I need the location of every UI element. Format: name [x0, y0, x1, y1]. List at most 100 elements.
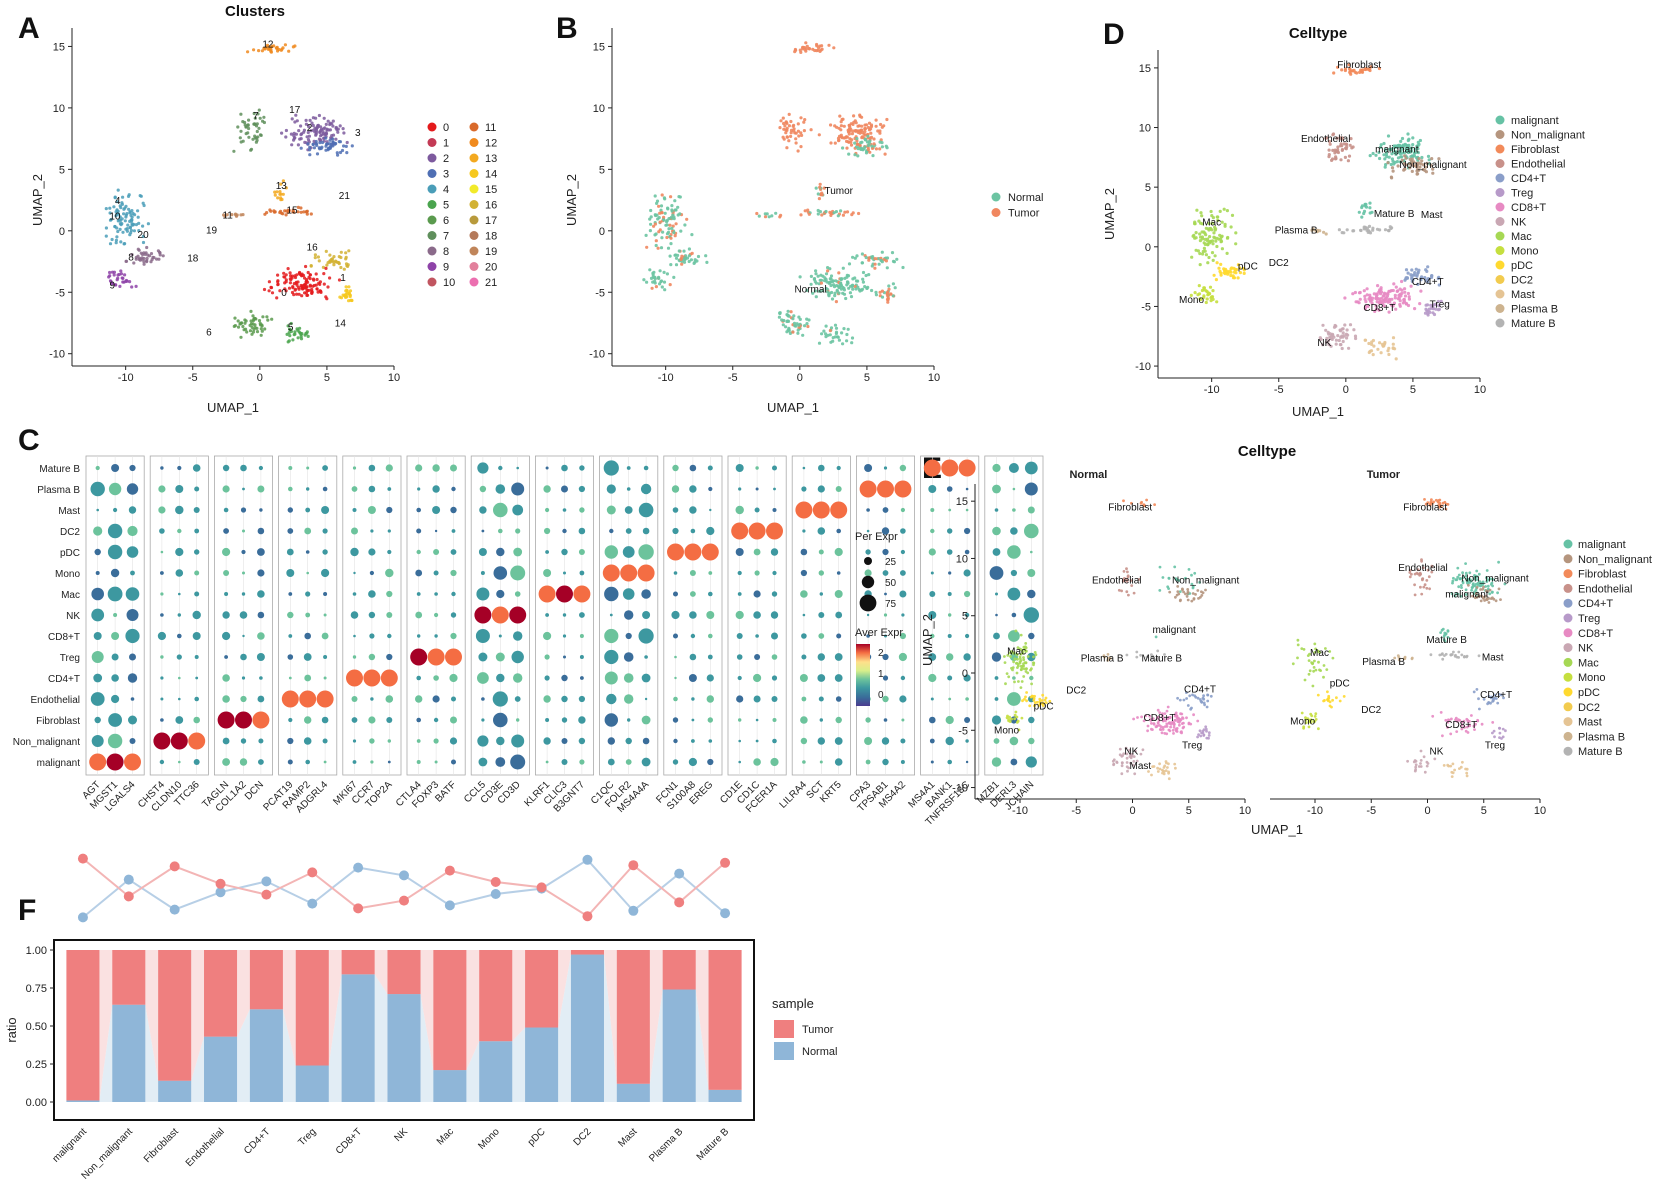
e-cell-point [1017, 728, 1021, 732]
e-cell-point [1172, 722, 1176, 726]
d-cell-point [1410, 277, 1414, 281]
e-cell-point [1024, 642, 1028, 645]
b-cell-point [667, 227, 671, 231]
e-cell-point [1014, 629, 1018, 633]
d-cell-point [1368, 206, 1372, 210]
b-cell-point [660, 211, 664, 215]
e-cell-point [1414, 759, 1418, 763]
c-dot [160, 571, 164, 575]
b-cell-point [818, 182, 822, 186]
a-cell-point [127, 207, 131, 211]
c-dot [158, 506, 166, 514]
c-dot [800, 569, 808, 577]
a-cell-point [309, 264, 313, 268]
b-cell-point [793, 324, 797, 328]
c-dot [160, 613, 164, 617]
b-cell-point [849, 295, 854, 299]
d-cell-point [1397, 144, 1401, 149]
d-cell-point [1192, 233, 1196, 237]
d-cell-point [1368, 296, 1372, 300]
c-dot [450, 716, 457, 724]
a-cell-point [331, 259, 335, 263]
e-cell-point [1018, 660, 1022, 664]
e-celltype-label: Mac [1007, 647, 1026, 658]
e-cell-point [1162, 772, 1166, 776]
e-cell-point [1017, 680, 1020, 683]
a-cell-point [312, 146, 316, 150]
e-cell-point [1182, 725, 1186, 729]
c-dot [370, 697, 374, 701]
e-cell-point [1420, 592, 1424, 596]
a-cell-point [259, 333, 263, 337]
a-cell-point [309, 212, 313, 216]
e-cell-point [1414, 765, 1418, 769]
e-cell-point [1477, 572, 1481, 576]
a-legend-label: 11 [485, 122, 496, 134]
d-x-tick-label: -10 [1204, 384, 1220, 396]
d-cell-point [1194, 231, 1198, 235]
c-dot [128, 506, 137, 514]
b-cell-point [874, 293, 879, 297]
b-cell-point [828, 329, 833, 333]
e-cell-point [1482, 697, 1486, 701]
b-cell-point [793, 131, 797, 135]
a-legend-swatch [469, 277, 479, 287]
a-cell-point [258, 116, 262, 120]
e-cell-point [1410, 572, 1413, 576]
e-cell-point [1188, 694, 1192, 698]
b-cell-point [833, 124, 837, 128]
b-cell-point [651, 275, 655, 279]
e-cell-point [1323, 699, 1326, 702]
a-cell-point [289, 321, 293, 326]
d-cell-point [1194, 236, 1198, 240]
b-cell-point [682, 249, 686, 253]
e-cell-point [1163, 712, 1167, 715]
a-cell-point [304, 285, 308, 289]
b-cell-point [886, 300, 890, 304]
a-cell-point [123, 219, 127, 223]
a-legend-swatch [427, 138, 437, 147]
e-cell-point [1206, 693, 1210, 697]
c-dot [511, 734, 525, 748]
b-cell-point [800, 133, 804, 137]
b-cell-point [846, 274, 851, 278]
b-cell-point [883, 152, 887, 156]
d-cell-point [1416, 147, 1420, 151]
f-normal-trend-dot [353, 862, 364, 873]
a-cell-point [289, 274, 293, 278]
c-dot [322, 738, 328, 744]
d-y-tick-label: 10 [1139, 123, 1151, 135]
e-cell-point [1122, 570, 1126, 573]
a-cell-point [138, 256, 142, 260]
a-cell-point [284, 213, 288, 217]
d-cell-point [1210, 251, 1215, 255]
a-legend-swatch [427, 215, 437, 225]
c-dot [770, 611, 779, 619]
a-cell-point [130, 253, 134, 257]
e-title: Celltype [1238, 443, 1296, 460]
a-cell-point [293, 330, 297, 334]
e-cell-point [1497, 560, 1500, 564]
e-cell-point [1441, 652, 1444, 656]
d-cell-point [1365, 293, 1369, 297]
e-cell-point [1179, 598, 1182, 602]
d-cell-point [1242, 267, 1246, 271]
a-cell-point [118, 227, 122, 231]
a-cell-point [132, 261, 136, 265]
c-dot [819, 718, 823, 722]
c-dot [991, 757, 1002, 767]
c-dot [450, 612, 457, 618]
c-dot [834, 547, 843, 557]
a-cell-point [331, 119, 335, 123]
e-cell-point [1015, 671, 1019, 675]
a-cell-point [255, 129, 259, 134]
f-bar-normal [387, 994, 421, 1102]
d-cell-point [1223, 222, 1227, 226]
a-cluster-label: 2 [307, 123, 313, 134]
c-dot [322, 465, 328, 471]
d-cell-point [1425, 161, 1429, 165]
b-cell-point [796, 122, 800, 126]
f-bar-normal [112, 1004, 146, 1102]
b-cell-point [786, 314, 790, 318]
e-cell-point [1465, 725, 1469, 729]
